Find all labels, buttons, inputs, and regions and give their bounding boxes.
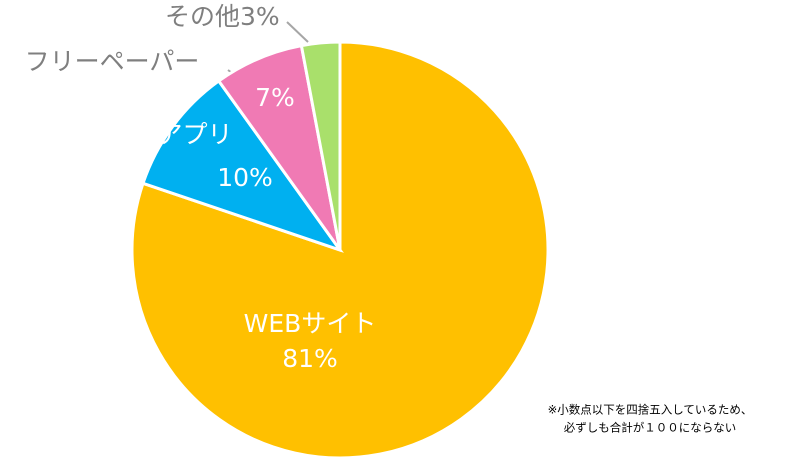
- value-label: 3%: [240, 2, 280, 31]
- footnote: ※小数点以下を四捨五入しているため、: [548, 403, 753, 417]
- category-label: その他: [165, 2, 240, 31]
- category-label: WEBサイト: [244, 309, 377, 338]
- footnote: 必ずしも合計が１００にならない: [564, 421, 737, 435]
- leader-line: [286, 21, 309, 43]
- value-label: 7%: [255, 83, 295, 112]
- value-label: 81%: [282, 344, 338, 373]
- category-label: アプリ: [157, 120, 232, 149]
- pie-slice: [299, 40, 342, 251]
- category-label: フリーペーパー: [25, 47, 200, 76]
- pie-slice: [141, 78, 344, 253]
- value-label: 10%: [217, 163, 273, 192]
